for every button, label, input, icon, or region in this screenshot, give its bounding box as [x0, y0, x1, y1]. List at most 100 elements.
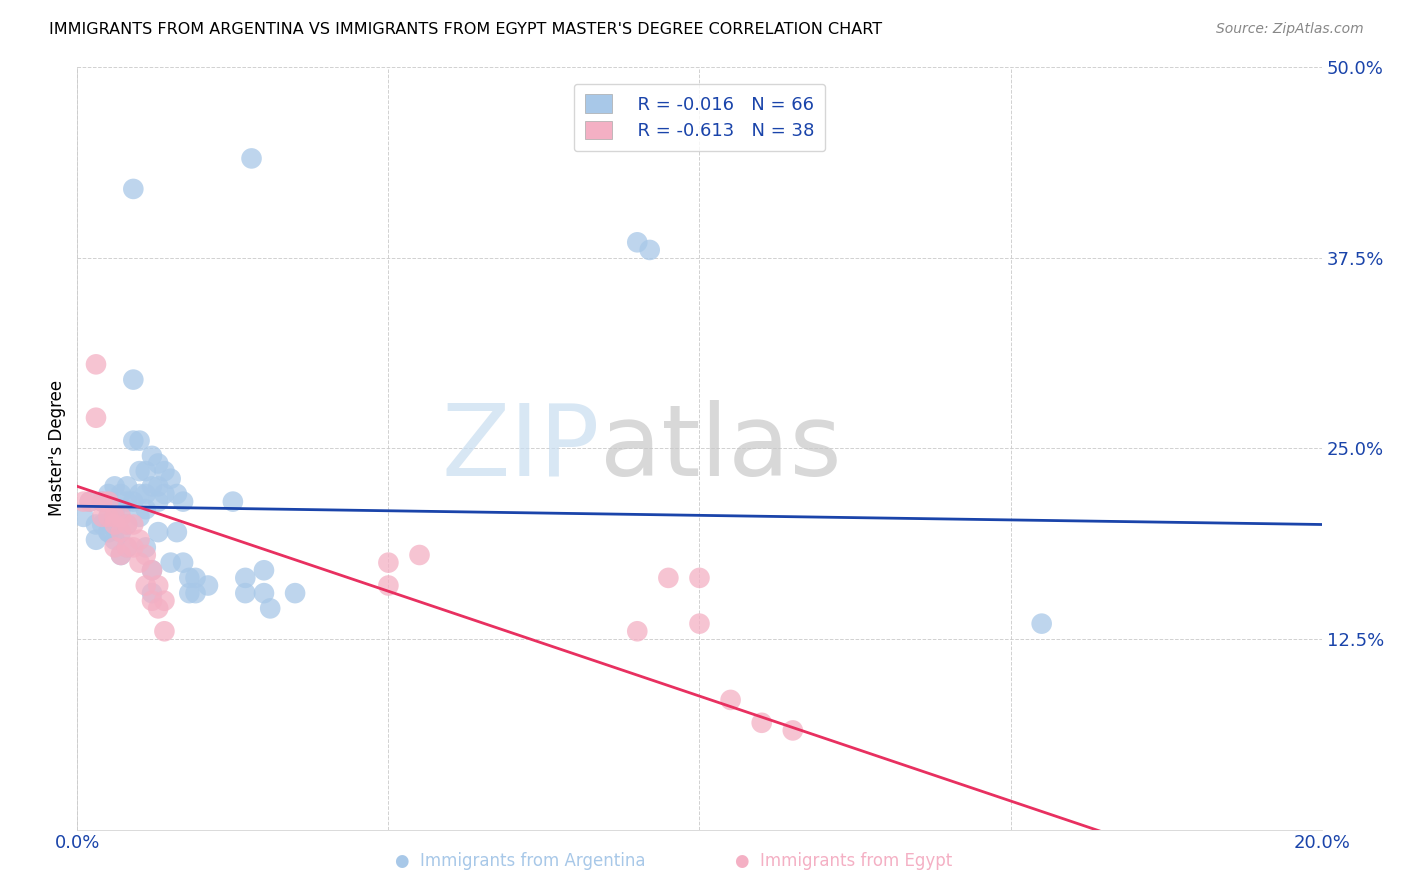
Point — [91, 517, 114, 532]
Point — [141, 594, 163, 608]
Point — [259, 601, 281, 615]
Point — [115, 517, 138, 532]
Point — [97, 487, 120, 501]
Point — [97, 509, 120, 524]
Point — [122, 494, 145, 508]
Point — [751, 715, 773, 730]
Point — [626, 624, 648, 639]
Point — [657, 571, 679, 585]
Point — [377, 556, 399, 570]
Point — [122, 182, 145, 196]
Text: ZIP: ZIP — [441, 400, 600, 497]
Point — [110, 548, 132, 562]
Point — [104, 502, 127, 516]
Point — [84, 533, 107, 547]
Point — [115, 541, 138, 555]
Point — [148, 494, 170, 508]
Point — [97, 494, 120, 508]
Point — [110, 548, 132, 562]
Point — [104, 533, 127, 547]
Point — [110, 487, 132, 501]
Point — [153, 624, 176, 639]
Point — [84, 410, 107, 425]
Text: atlas: atlas — [600, 400, 842, 497]
Point — [159, 472, 181, 486]
Point — [115, 494, 138, 508]
Point — [159, 556, 181, 570]
Point — [135, 548, 157, 562]
Point — [135, 578, 157, 592]
Point — [782, 723, 804, 738]
Point — [97, 525, 120, 540]
Text: ●  Immigrants from Argentina: ● Immigrants from Argentina — [395, 852, 645, 870]
Text: IMMIGRANTS FROM ARGENTINA VS IMMIGRANTS FROM EGYPT MASTER'S DEGREE CORRELATION C: IMMIGRANTS FROM ARGENTINA VS IMMIGRANTS … — [49, 22, 883, 37]
Point — [141, 563, 163, 577]
Point — [79, 494, 101, 508]
Point — [84, 357, 107, 371]
Point — [97, 525, 120, 540]
Point — [115, 517, 138, 532]
Point — [153, 594, 176, 608]
Point — [720, 693, 742, 707]
Point — [148, 601, 170, 615]
Point — [91, 509, 114, 524]
Point — [128, 533, 150, 547]
Point — [115, 479, 138, 493]
Point — [377, 578, 399, 592]
Y-axis label: Master's Degree: Master's Degree — [48, 380, 66, 516]
Point — [104, 517, 127, 532]
Point — [91, 494, 114, 508]
Point — [110, 525, 132, 540]
Point — [233, 571, 256, 585]
Point — [122, 434, 145, 448]
Point — [184, 571, 207, 585]
Point — [222, 494, 245, 508]
Point — [179, 571, 201, 585]
Point — [110, 525, 132, 540]
Point — [135, 502, 157, 516]
Point — [638, 243, 661, 257]
Point — [253, 563, 276, 577]
Point — [148, 457, 170, 471]
Point — [122, 541, 145, 555]
Point — [626, 235, 648, 250]
Point — [110, 502, 132, 516]
Point — [72, 494, 94, 508]
Point — [128, 556, 150, 570]
Point — [153, 464, 176, 478]
Point — [148, 479, 170, 493]
Point — [172, 556, 194, 570]
Text: Source: ZipAtlas.com: Source: ZipAtlas.com — [1216, 22, 1364, 37]
Point — [689, 571, 711, 585]
Point — [197, 578, 219, 592]
Point — [141, 479, 163, 493]
Point — [128, 434, 150, 448]
Point — [689, 616, 711, 631]
Point — [104, 509, 127, 524]
Point — [91, 494, 114, 508]
Point — [135, 541, 157, 555]
Legend:   R = -0.016   N = 66,   R = -0.613   N = 38: R = -0.016 N = 66, R = -0.613 N = 38 — [574, 84, 825, 151]
Point — [166, 525, 188, 540]
Point — [104, 541, 127, 555]
Point — [104, 479, 127, 493]
Point — [122, 517, 145, 532]
Point — [79, 494, 101, 508]
Text: ●  Immigrants from Egypt: ● Immigrants from Egypt — [735, 852, 952, 870]
Point — [153, 487, 176, 501]
Point — [122, 373, 145, 387]
Point — [148, 525, 170, 540]
Point — [110, 509, 132, 524]
Point — [141, 586, 163, 600]
Point — [1031, 616, 1053, 631]
Point — [141, 449, 163, 463]
Point — [97, 509, 120, 524]
Point — [128, 464, 150, 478]
Point — [128, 487, 150, 501]
Point — [84, 517, 107, 532]
Point — [253, 586, 276, 600]
Point — [128, 509, 150, 524]
Point — [408, 548, 430, 562]
Point — [172, 494, 194, 508]
Point — [166, 487, 188, 501]
